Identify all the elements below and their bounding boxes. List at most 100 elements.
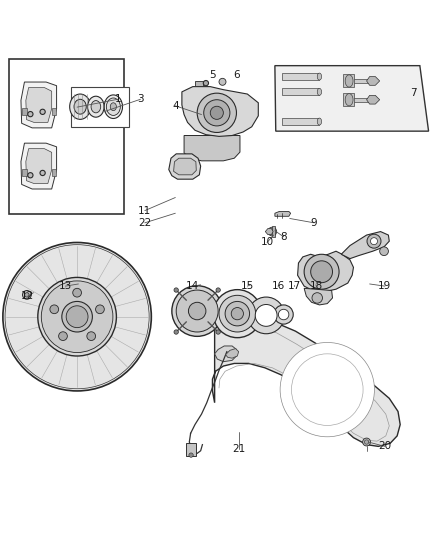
Polygon shape xyxy=(265,229,273,235)
Circle shape xyxy=(40,109,45,115)
Circle shape xyxy=(213,289,261,338)
Polygon shape xyxy=(21,82,57,128)
Circle shape xyxy=(22,290,31,299)
Circle shape xyxy=(40,171,45,175)
Text: 18: 18 xyxy=(310,281,323,291)
Text: 11: 11 xyxy=(138,206,152,216)
Text: 5: 5 xyxy=(209,70,216,80)
Ellipse shape xyxy=(106,98,120,116)
Text: 21: 21 xyxy=(232,444,245,454)
Polygon shape xyxy=(212,317,400,446)
Circle shape xyxy=(219,78,226,85)
Circle shape xyxy=(216,288,220,292)
Circle shape xyxy=(268,227,277,236)
Circle shape xyxy=(176,290,218,332)
Text: 7: 7 xyxy=(410,88,417,98)
Polygon shape xyxy=(341,231,389,259)
Ellipse shape xyxy=(110,103,117,111)
Polygon shape xyxy=(173,158,196,175)
Polygon shape xyxy=(367,95,380,104)
Ellipse shape xyxy=(70,94,91,119)
Ellipse shape xyxy=(345,94,353,106)
Circle shape xyxy=(172,286,223,336)
Bar xyxy=(71,87,130,127)
Bar xyxy=(22,169,27,176)
Bar xyxy=(346,98,370,102)
Text: 16: 16 xyxy=(271,281,285,291)
Bar xyxy=(195,80,203,86)
Polygon shape xyxy=(182,87,258,136)
Text: 14: 14 xyxy=(186,281,199,291)
Ellipse shape xyxy=(317,73,321,80)
Circle shape xyxy=(371,238,378,245)
Text: 17: 17 xyxy=(287,281,301,291)
Circle shape xyxy=(204,100,230,126)
Circle shape xyxy=(210,106,223,119)
Circle shape xyxy=(280,343,374,437)
Circle shape xyxy=(62,302,92,332)
Polygon shape xyxy=(275,212,290,216)
Polygon shape xyxy=(215,346,237,362)
Circle shape xyxy=(380,247,389,256)
Text: 22: 22 xyxy=(138,218,152,228)
Ellipse shape xyxy=(91,101,101,113)
Circle shape xyxy=(312,293,322,303)
Bar xyxy=(343,93,354,106)
Circle shape xyxy=(189,453,193,457)
Circle shape xyxy=(197,93,237,133)
Text: 20: 20 xyxy=(378,441,392,451)
Circle shape xyxy=(291,354,363,425)
Bar xyxy=(9,59,124,214)
Bar xyxy=(343,75,354,87)
Circle shape xyxy=(364,440,369,444)
Bar xyxy=(186,443,196,456)
Bar xyxy=(283,88,319,95)
Circle shape xyxy=(66,306,88,328)
Circle shape xyxy=(304,254,339,289)
Bar xyxy=(283,73,319,80)
Circle shape xyxy=(219,295,256,332)
Polygon shape xyxy=(226,349,239,358)
Polygon shape xyxy=(21,143,57,189)
Text: 13: 13 xyxy=(59,281,72,291)
Polygon shape xyxy=(184,135,240,161)
Polygon shape xyxy=(275,66,428,131)
Text: 3: 3 xyxy=(137,94,144,104)
Circle shape xyxy=(311,261,332,282)
Circle shape xyxy=(225,302,250,326)
Ellipse shape xyxy=(317,88,321,95)
Bar xyxy=(52,169,56,176)
Circle shape xyxy=(248,297,285,334)
Bar xyxy=(283,118,319,125)
Circle shape xyxy=(38,277,117,356)
Bar xyxy=(22,108,27,115)
Circle shape xyxy=(231,308,244,320)
Circle shape xyxy=(25,293,29,297)
Circle shape xyxy=(255,304,277,326)
Text: 9: 9 xyxy=(311,218,318,228)
Text: 4: 4 xyxy=(172,101,179,111)
Circle shape xyxy=(203,80,208,86)
Polygon shape xyxy=(26,87,52,123)
Bar xyxy=(272,227,275,237)
Bar xyxy=(346,79,370,83)
Ellipse shape xyxy=(104,95,123,118)
Circle shape xyxy=(28,173,33,178)
Text: 1: 1 xyxy=(114,94,121,104)
Ellipse shape xyxy=(317,118,321,125)
Circle shape xyxy=(274,305,293,324)
Ellipse shape xyxy=(345,75,353,87)
Text: 12: 12 xyxy=(21,291,35,301)
Polygon shape xyxy=(304,288,332,305)
Circle shape xyxy=(363,438,371,446)
Text: 15: 15 xyxy=(241,281,254,291)
Circle shape xyxy=(95,305,104,313)
Text: 8: 8 xyxy=(280,232,287,242)
Text: 6: 6 xyxy=(233,70,240,80)
Circle shape xyxy=(174,288,178,292)
Polygon shape xyxy=(169,154,201,179)
Circle shape xyxy=(3,243,151,391)
Circle shape xyxy=(59,332,67,341)
Circle shape xyxy=(41,281,113,352)
Circle shape xyxy=(188,302,206,320)
